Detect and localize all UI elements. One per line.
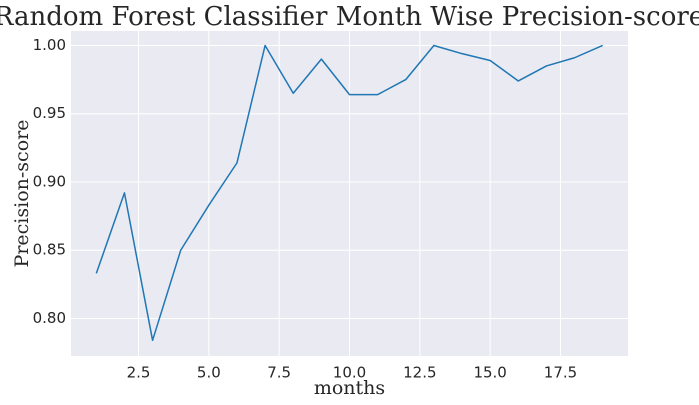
x-tick-label: 7.5 xyxy=(267,364,291,382)
y-tick-label: 0.85 xyxy=(33,241,66,259)
x-tick-label: 15.0 xyxy=(473,364,506,382)
series-layer xyxy=(95,44,603,342)
x-tick-label: 12.5 xyxy=(403,364,436,382)
y-tick-label: 0.95 xyxy=(33,104,66,122)
series-line xyxy=(95,44,603,342)
y-axis-label: Precision-score xyxy=(11,120,33,268)
x-tick-label: 10.0 xyxy=(333,364,366,382)
x-tick-label: 5.0 xyxy=(197,364,221,382)
y-tick-label: 0.90 xyxy=(33,172,66,190)
y-tick-label: 1.00 xyxy=(33,36,66,54)
x-tick-label: 17.5 xyxy=(544,364,577,382)
grid-lines xyxy=(71,31,628,356)
x-tick-label: 2.5 xyxy=(127,364,151,382)
x-axis-ticks: 2.5 5.0 7.5 10.0 12.5 15.0 17.5 xyxy=(127,364,578,382)
x-axis-label: months xyxy=(314,377,385,399)
y-tick-label: 0.80 xyxy=(33,309,66,327)
y-axis-ticks: 0.80 0.85 0.90 0.95 1.00 xyxy=(33,36,66,327)
chart-title: Random Forest Classifier Month Wise Prec… xyxy=(0,2,699,32)
